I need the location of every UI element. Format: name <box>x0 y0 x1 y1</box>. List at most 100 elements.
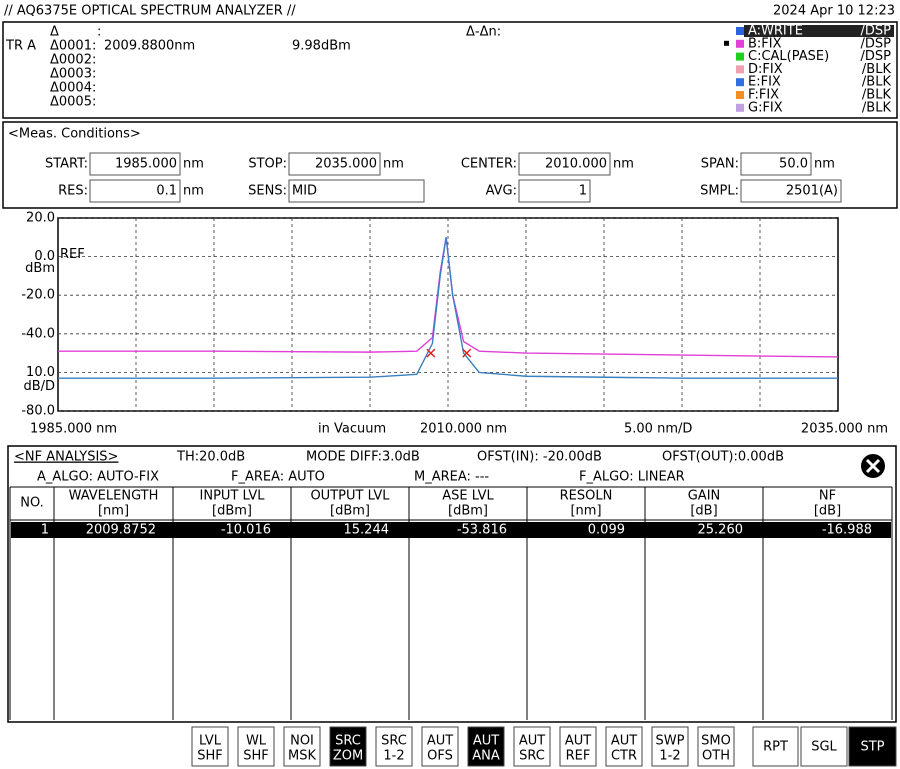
field-label: CENTER: <box>461 157 517 172</box>
field-unit: nm <box>183 157 204 172</box>
meas-panel <box>2 121 898 209</box>
softkey-label: SRC <box>335 734 361 749</box>
field-unit: nm <box>383 157 404 172</box>
y-scale-unit: dB/D <box>23 379 55 394</box>
field-box[interactable] <box>740 152 812 176</box>
softkey[interactable] <box>375 726 413 767</box>
softkey[interactable] <box>421 726 459 767</box>
field-label: SENS: <box>248 184 287 199</box>
y-tick-label: 20.0 <box>26 211 55 226</box>
nf-param: A_ALGO: AUTO-FIX <box>37 470 159 485</box>
trace-status: /BLK <box>862 75 892 90</box>
column-unit: [dB] <box>814 504 841 519</box>
marker-label: Δ0005: <box>50 95 96 110</box>
trace-swatch <box>736 27 744 35</box>
softkey[interactable] <box>513 726 551 767</box>
softkey[interactable] <box>467 726 505 767</box>
nf-title: <NF ANALYSIS> <box>14 450 118 465</box>
field-box[interactable] <box>288 179 425 203</box>
field-label: STOP: <box>248 157 287 172</box>
field-value: 2035.000 <box>315 157 377 172</box>
marker-level: 9.98dBm <box>292 39 351 54</box>
marker-panel <box>2 21 898 119</box>
field-box[interactable] <box>288 152 381 176</box>
cell: 1 <box>41 523 49 538</box>
x-label: 2035.000 nm <box>801 422 888 437</box>
field-value: 1 <box>579 184 587 199</box>
field-label: SPAN: <box>701 157 739 172</box>
softkey-label: NOI <box>290 734 314 749</box>
trace-status: /BLK <box>862 62 892 77</box>
trace-swatch <box>736 78 744 87</box>
column-unit: [dBm] <box>330 504 370 519</box>
softkey[interactable] <box>697 726 735 767</box>
marker-label: Δ0004: <box>50 81 96 96</box>
run-button[interactable] <box>752 726 799 767</box>
softkey[interactable] <box>651 726 689 767</box>
field-value: 1985.000 <box>115 157 177 172</box>
softkey-label: SRC <box>381 734 407 749</box>
softkey[interactable] <box>237 726 275 767</box>
softkey-label: 1-2 <box>383 749 404 764</box>
field-box[interactable] <box>518 179 591 203</box>
softkey[interactable] <box>559 726 597 767</box>
softkey-label: OFS <box>427 749 453 764</box>
softkey[interactable] <box>329 726 367 767</box>
y-tick-label: -20.0 <box>21 288 55 303</box>
field-value: MID <box>292 184 317 199</box>
trace-label: TR A <box>5 39 36 54</box>
softkey-label: SRC <box>519 749 545 764</box>
column-unit: [dBm] <box>212 504 252 519</box>
trace-line <box>58 237 838 379</box>
field-box[interactable] <box>89 152 181 176</box>
trace-swatch <box>736 52 744 61</box>
column-unit: [nm] <box>98 504 129 519</box>
field-box[interactable] <box>518 152 611 176</box>
field-value: 50.0 <box>779 157 808 172</box>
field-label: START: <box>45 157 88 172</box>
run-button[interactable] <box>848 726 897 767</box>
trace-status: /DSP <box>861 49 892 64</box>
marker-x <box>462 348 472 358</box>
softkey[interactable] <box>605 726 643 767</box>
cell: 25.260 <box>698 523 744 538</box>
row-highlight[interactable] <box>11 522 891 538</box>
x-label: 1985.000 nm <box>30 422 117 437</box>
column-name: GAIN <box>688 489 721 504</box>
current-mark <box>724 40 729 46</box>
cell: 15.244 <box>344 523 390 538</box>
softkey-label: CTR <box>611 749 637 764</box>
trace-name: G:FIX <box>748 100 783 115</box>
field-box[interactable] <box>740 179 842 203</box>
trace-name: F:FIX <box>748 88 779 103</box>
trace-swatch <box>736 39 744 48</box>
trace-status: /DSP <box>861 36 892 51</box>
meas-title: <Meas. Conditions> <box>8 127 141 142</box>
column-name: RESOLN <box>560 489 613 504</box>
softkey-label: 1-2 <box>659 749 680 764</box>
field-label: SMPL: <box>700 184 739 199</box>
softkey[interactable] <box>191 726 229 767</box>
column-unit: [dB] <box>690 504 717 519</box>
trace-name: D:FIX <box>748 62 783 77</box>
run-button[interactable] <box>800 726 848 767</box>
field-unit: nm <box>183 184 204 199</box>
run-label: RPT <box>763 740 788 755</box>
column-name: INPUT LVL <box>200 489 266 504</box>
cell: -53.816 <box>457 523 507 538</box>
ref-label: REF <box>60 247 85 262</box>
softkey-label: AUT <box>519 734 545 749</box>
marker-label: Δ0001: <box>50 39 96 54</box>
field-value: 2501(A) <box>786 184 838 199</box>
softkey-label: AUT <box>611 734 637 749</box>
cell: 2009.8752 <box>86 523 156 538</box>
nf-panel <box>7 445 897 723</box>
nf-param: F_ALGO: LINEAR <box>579 470 685 485</box>
field-box[interactable] <box>89 179 181 203</box>
softkey[interactable] <box>283 726 321 767</box>
trace-name: A:WRITE <box>748 24 803 39</box>
softkey-label: AUT <box>473 734 499 749</box>
marker-wavelength: 2009.8800nm <box>104 39 195 54</box>
column-name: WAVELENGTH <box>69 489 159 504</box>
softkey-label: AUT <box>427 734 453 749</box>
